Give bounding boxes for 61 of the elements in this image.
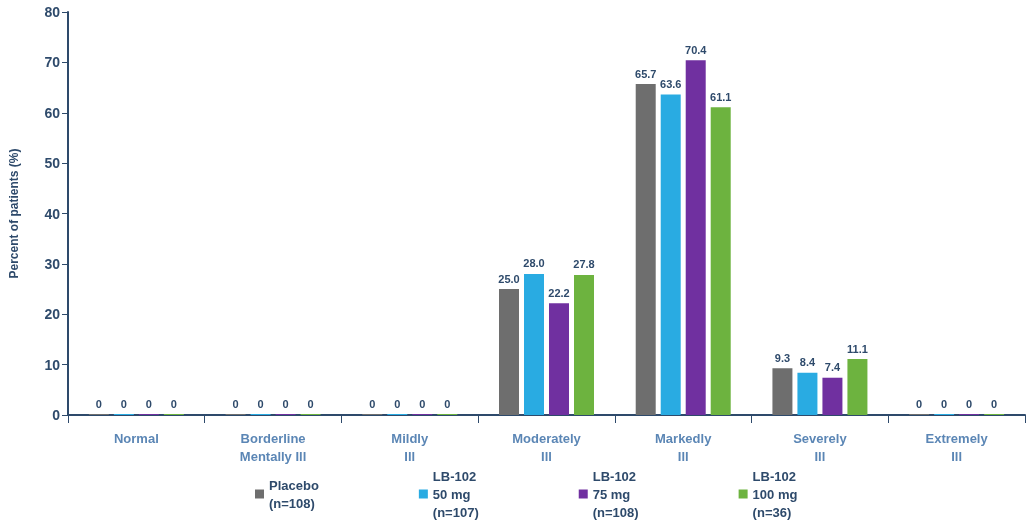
data-label: 63.6 [660,78,682,91]
data-label: 28.0 [523,257,545,270]
bar [549,303,569,415]
y-tick-label: 20 [44,306,61,323]
x-tick-label: Normal [113,430,159,446]
bar [574,274,594,415]
y-tick-label: 40 [44,205,61,222]
bar [710,107,731,415]
legend-label: Placebo (n=108) [269,477,319,511]
data-label: 0 [145,397,152,410]
bar [797,372,818,415]
legend-label: LB-102 75 mg (n=108) [592,468,639,520]
data-label: 8.4 [799,356,816,369]
data-label: 11.1 [847,342,868,355]
data-label: 0 [444,397,451,410]
x-tick-label: Extremely Ill [925,430,989,464]
bar [660,94,681,415]
data-label: 0 [257,397,264,410]
data-label: 61.1 [710,90,732,103]
legend-label: LB-102 50 mg (n=107) [432,468,479,520]
bar [499,289,519,415]
data-label: 0 [369,397,376,410]
bar [524,273,544,415]
data-label: 22.2 [548,286,570,299]
y-tick-label: 10 [44,356,61,373]
y-tick-label: 50 [44,155,61,172]
data-label: 0 [170,397,177,410]
x-tick-label: Borderline Mentally Ill [239,430,307,464]
bar [772,368,793,415]
x-tick-label: Markedly Ill [655,430,713,464]
x-tick-label: Severely Ill [793,430,848,464]
y-tick-label: 70 [44,54,61,71]
data-label: 0 [120,397,127,410]
data-label: 0 [307,397,314,410]
data-label: 27.8 [573,258,595,271]
data-label: 0 [916,397,923,410]
bar [847,359,868,415]
bar [635,84,656,415]
data-label: 0 [991,397,998,410]
data-label: 0 [95,397,102,410]
y-tick-label: 0 [52,407,61,423]
data-label: 70.4 [685,43,708,56]
data-label: 0 [394,397,401,410]
y-tick-label: 30 [44,255,61,272]
y-tick-label: 80 [44,4,61,20]
data-label: 65.7 [635,67,657,80]
x-tick-label: Mildly Ill [391,430,429,464]
bar [685,60,706,415]
data-label: 0 [282,397,289,410]
x-tick-label: Moderately Ill [512,430,582,464]
legend-label: LB-102 100 mg (n=36) [752,468,798,520]
data-label: 0 [419,397,426,410]
y-tick-label: 60 [44,104,61,121]
data-label: 0 [232,397,239,410]
bar [822,377,843,415]
data-label: 0 [941,397,948,410]
data-label: 25.0 [498,272,520,285]
data-label: 0 [966,397,973,410]
y-axis-title: Percent of patients (%) [7,148,21,279]
data-label: 9.3 [774,351,791,364]
data-label: 7.4 [824,361,841,374]
